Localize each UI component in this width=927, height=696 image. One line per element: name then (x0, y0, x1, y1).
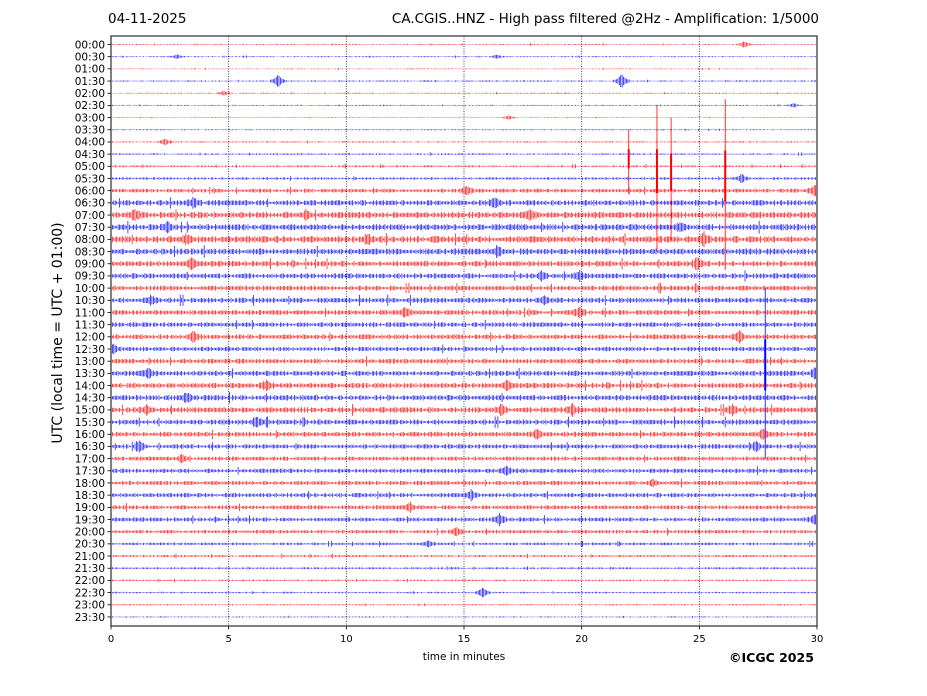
y-tick-label: 15:30 (75, 417, 105, 429)
x-tick-label: 0 (108, 634, 114, 645)
y-tick-label: 05:30 (75, 173, 105, 185)
x-tick-label: 5 (225, 634, 231, 645)
y-tick-label: 21:00 (75, 551, 105, 563)
y-tick-label: 23:00 (75, 600, 105, 612)
y-tick-label: 06:30 (75, 198, 105, 210)
y-tick-label: 19:30 (75, 514, 105, 526)
y-tick-label: 14:00 (75, 380, 105, 392)
y-tick-label: 10:00 (75, 283, 105, 295)
y-tick-label: 22:30 (75, 587, 105, 599)
y-tick-label: 10:30 (75, 295, 105, 307)
spike-group (627, 99, 767, 459)
y-axis-label: UTC (local time = UTC + 01:00) (50, 222, 66, 443)
copyright-notice: ©ICGC 2025 (729, 650, 814, 665)
y-tick-label: 12:30 (75, 344, 105, 356)
x-axis-label: time in minutes (423, 651, 505, 663)
y-tick-label: 11:30 (75, 319, 105, 331)
y-tick-label: 07:30 (75, 222, 105, 234)
y-tick-label: 05:00 (75, 161, 105, 173)
y-tick-label: 15:00 (75, 405, 105, 417)
y-tick-label: 00:30 (75, 51, 105, 63)
y-tick-label: 09:00 (75, 259, 105, 271)
y-tick-label: 02:30 (75, 100, 105, 112)
y-tick-label: 20:00 (75, 527, 105, 539)
y-tick-label: 08:00 (75, 234, 105, 246)
y-tick-label: 13:00 (75, 356, 105, 368)
y-tick-label: 11:00 (75, 307, 105, 319)
y-tick-label: 16:00 (75, 429, 105, 441)
y-tick-label: 20:30 (75, 539, 105, 551)
trace-1500 (110, 402, 818, 417)
y-tick-label: 02:00 (75, 88, 105, 100)
y-tick-label: 13:30 (75, 368, 105, 380)
y-tick-label: 22:00 (75, 575, 105, 587)
y-tick-label: 17:00 (75, 453, 105, 465)
y-tick-label: 21:30 (75, 563, 105, 575)
x-axis: 0 5 10 15 20 25 30 (108, 626, 824, 645)
y-tick-label: 16:30 (75, 441, 105, 453)
y-tick-label: 07:00 (75, 210, 105, 222)
y-tick-label: 08:30 (75, 246, 105, 258)
y-tick-label: 23:30 (75, 612, 105, 624)
x-tick-label: 20 (575, 634, 588, 645)
x-tick-label: 15 (458, 634, 471, 645)
x-tick-label: 25 (693, 634, 706, 645)
y-tick-label: 17:30 (75, 466, 105, 478)
x-tick-label: 30 (811, 634, 824, 645)
y-tick-label: 00:00 (75, 39, 105, 51)
y-tick-label: 01:30 (75, 76, 105, 88)
y-tick-label: 09:30 (75, 271, 105, 283)
chart-title: CA.CGIS..HNZ - High pass filtered @2Hz -… (391, 11, 819, 27)
gridline-group (228, 36, 700, 626)
y-tick-label: 04:30 (75, 149, 105, 161)
y-tick-label: 14:30 (75, 393, 105, 405)
y-tick-label: 06:00 (75, 185, 105, 197)
chart-date: 04-11-2025 (108, 11, 187, 27)
y-tick-label: 03:00 (75, 112, 105, 124)
y-tick-label: 01:00 (75, 64, 105, 76)
y-tick-label: 18:30 (75, 490, 105, 502)
y-axis: 00:0000:3001:0001:3002:0002:3003:0003:30… (75, 39, 111, 624)
x-tick-label: 10 (340, 634, 353, 645)
y-tick-label: 04:00 (75, 137, 105, 149)
y-tick-label: 12:00 (75, 332, 105, 344)
y-tick-label: 03:30 (75, 125, 105, 137)
y-tick-label: 18:00 (75, 478, 105, 490)
y-tick-label: 19:00 (75, 502, 105, 514)
